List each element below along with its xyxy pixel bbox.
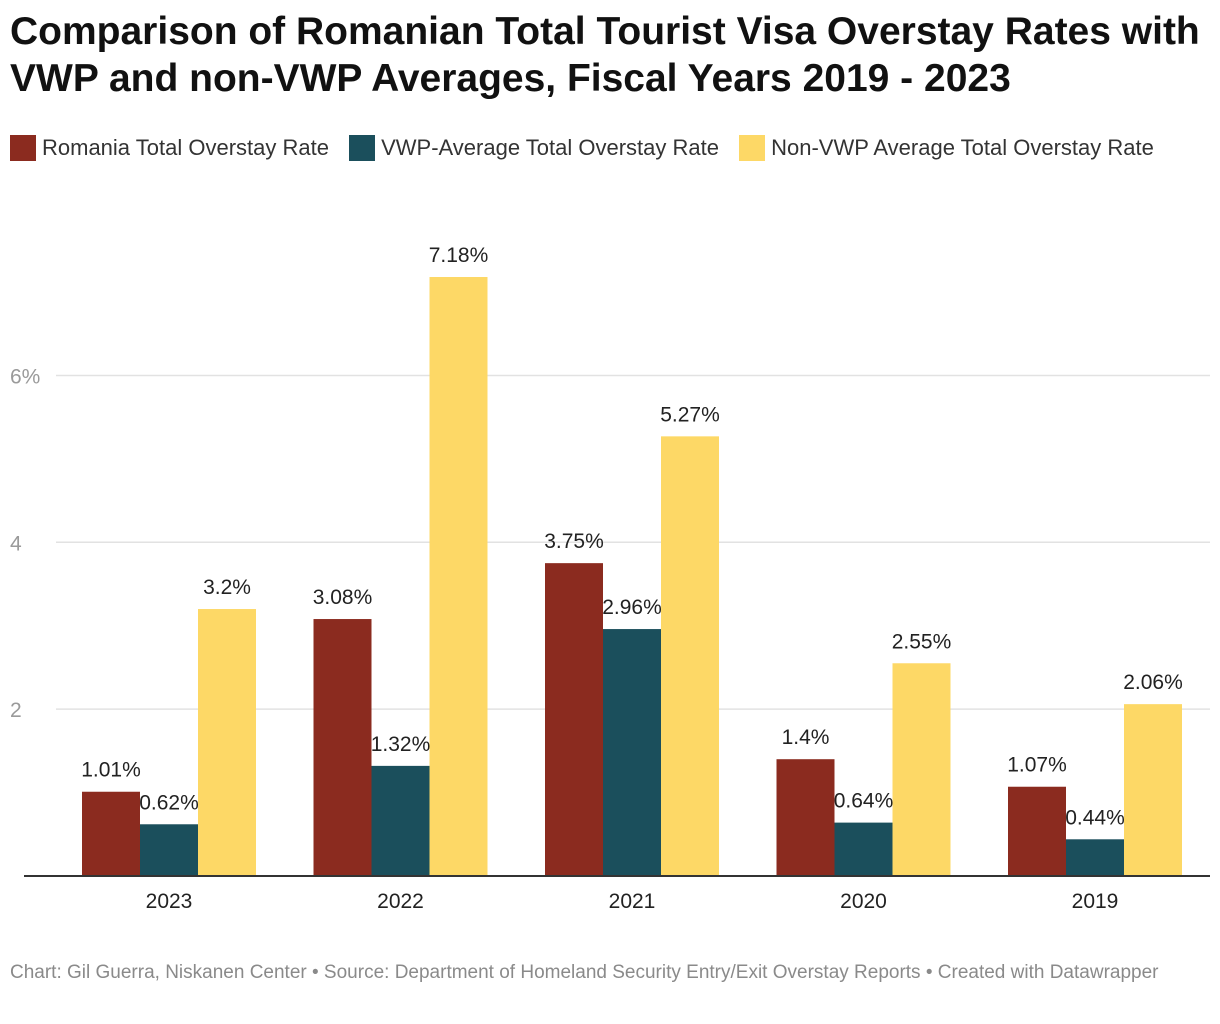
chart-footer: Chart: Gil Guerra, Niskanen Center • Sou… [10, 962, 1159, 983]
chart-title: Comparison of Romanian Total Tourist Vis… [10, 10, 1200, 100]
y-tick-label: 4 [10, 532, 22, 555]
x-tick-label: 2020 [840, 890, 887, 913]
bar-value-label: 1.01% [81, 759, 141, 782]
bar-value-label: 2.55% [892, 630, 952, 653]
legend-swatch-non-vwp [739, 135, 766, 161]
bar-value-label: 3.2% [203, 576, 251, 599]
bar [1124, 704, 1182, 876]
x-tick-label: 2022 [377, 890, 424, 913]
bar-value-label: 0.62% [139, 791, 199, 814]
y-tick-label: 2 [10, 699, 22, 722]
bar [545, 563, 603, 876]
legend-label-vwp: VWP-Average Total Overstay Rate [381, 135, 719, 160]
legend-label-romania: Romania Total Overstay Rate [42, 135, 329, 160]
bar-value-label: 3.75% [544, 530, 604, 553]
legend-swatch-romania [10, 135, 36, 161]
bar [892, 663, 951, 876]
bar [198, 609, 256, 876]
bar [834, 822, 893, 876]
bar-value-label: 1.4% [782, 726, 830, 749]
legend-swatch-vwp [349, 135, 376, 161]
bar [429, 277, 488, 876]
bar [371, 765, 430, 876]
x-tick-label: 2023 [146, 890, 193, 913]
bar [1066, 839, 1124, 876]
bar [1008, 786, 1066, 876]
bar [82, 791, 140, 876]
y-tick-label: 6% [10, 365, 40, 388]
bar-value-label: 2.06% [1123, 671, 1183, 694]
bar-value-label: 7.18% [429, 244, 489, 267]
bar-value-label: 0.64% [834, 790, 894, 813]
x-tick-label: 2019 [1072, 890, 1119, 913]
bar-value-label: 0.44% [1065, 806, 1125, 829]
bar-value-label: 1.32% [371, 733, 431, 756]
legend: Romania Total Overstay Rate VWP-Average … [10, 130, 1190, 166]
legend-item-non-vwp: Non-VWP Average Total Overstay Rate [739, 135, 1154, 161]
legend-item-vwp: VWP-Average Total Overstay Rate [349, 135, 719, 161]
bar-value-label: 2.96% [602, 596, 662, 619]
bar-value-label: 5.27% [660, 403, 720, 426]
legend-label-non-vwp: Non-VWP Average Total Overstay Rate [771, 135, 1154, 160]
legend-item-romania: Romania Total Overstay Rate [10, 135, 329, 161]
bar [603, 629, 661, 876]
bar [140, 824, 198, 876]
bar-value-label: 1.07% [1007, 754, 1067, 777]
x-tick-label: 2021 [609, 890, 656, 913]
bar [661, 436, 719, 876]
bar [776, 759, 835, 876]
bar-value-label: 3.08% [313, 586, 373, 609]
bar [313, 619, 372, 876]
